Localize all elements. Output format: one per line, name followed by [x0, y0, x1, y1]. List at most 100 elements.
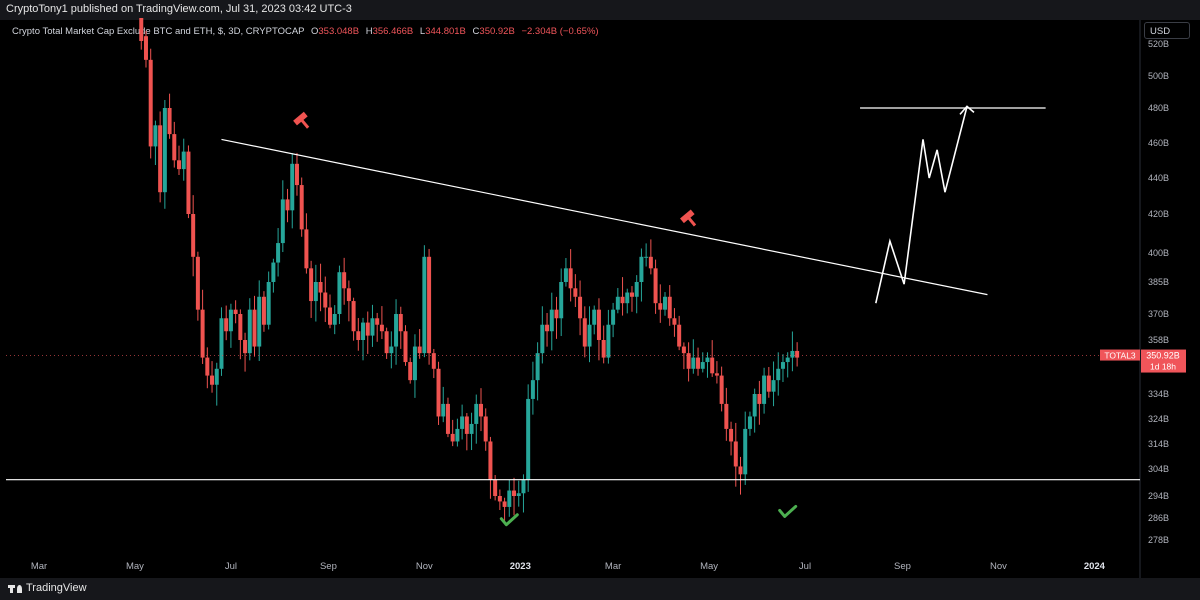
candle-body [582, 318, 587, 347]
candle-body [328, 307, 332, 325]
y-tick-label: 370B [1148, 309, 1169, 319]
candle-body [233, 309, 238, 314]
tradingview-logo-text: TradingView [26, 582, 87, 594]
candle-body [549, 309, 554, 332]
candle-body [177, 160, 182, 170]
candle-body [431, 353, 436, 369]
bottom-bar [0, 578, 1200, 600]
candle-body [167, 108, 172, 135]
candle-body [592, 309, 597, 325]
candle-body [464, 416, 469, 434]
y-tick-label: 460B [1148, 138, 1169, 148]
candle-body [304, 229, 309, 269]
candle-body [238, 314, 243, 340]
candle-body [243, 340, 248, 354]
candle-body [450, 433, 455, 442]
chart-legend: Crypto Total Market Cap Exclude BTC and … [12, 26, 599, 37]
candle-body [478, 403, 483, 417]
candle-body [186, 151, 191, 214]
legend-close-label: C [472, 26, 480, 37]
candle-body [686, 353, 691, 369]
candle-body [785, 357, 790, 363]
y-tick-label: 500B [1148, 71, 1169, 81]
x-tick-label: Jul [225, 561, 237, 572]
candle-body [266, 282, 271, 325]
candle-body [469, 423, 474, 434]
candle-body [346, 288, 351, 302]
candle-body [318, 282, 323, 293]
candle-body [332, 314, 337, 325]
candle-body [672, 318, 677, 325]
candle-body [530, 380, 535, 399]
candle-body [710, 357, 715, 374]
candle-body [578, 296, 583, 319]
candle-body [148, 59, 153, 147]
candle-body [601, 340, 606, 358]
price-chart[interactable]: 520B 500B 480B 460B 440B 420B 400B 385B 370B 358B… [0, 0, 1200, 578]
candle-body [738, 466, 743, 475]
candle-body [210, 375, 215, 385]
candle-body [342, 272, 347, 289]
resistance-trendline [221, 138, 988, 296]
candle-body [700, 362, 705, 369]
candle-body [294, 163, 299, 186]
candle-body [644, 256, 649, 258]
price-tag-countdown: 1d 18h [1150, 362, 1176, 372]
tradingview-logo: TradingView [8, 582, 87, 594]
candle-body [747, 416, 752, 429]
candle-body [724, 403, 729, 429]
tradingview-logo-icon [8, 583, 22, 593]
candle-body [280, 199, 285, 244]
legend-open-label: O [310, 26, 319, 37]
candle-body [365, 322, 370, 336]
currency-button[interactable]: USD [1144, 22, 1190, 39]
candle-body [488, 441, 493, 480]
candle-body [285, 199, 290, 211]
candle-body [323, 292, 328, 308]
candle-body [224, 318, 229, 332]
candle-body [195, 256, 200, 310]
candle-body [191, 214, 196, 257]
candle-body [568, 268, 573, 289]
candle-body [559, 282, 564, 319]
candle-body [795, 350, 800, 358]
candle-body [606, 324, 611, 358]
candle-body [200, 309, 205, 358]
y-tick-label: 420B [1148, 209, 1169, 219]
legend-high-value: 356.466B [372, 26, 414, 37]
x-tick-label: Jul [799, 561, 811, 572]
candle-body [611, 309, 616, 325]
legend-low-value: 344.801B [425, 26, 466, 37]
candle-body [507, 490, 512, 507]
candle-body [172, 134, 177, 161]
hammer-icon [680, 209, 697, 227]
legend-high-label: H [365, 26, 373, 37]
candle-body [563, 268, 568, 282]
candle-body [214, 368, 219, 385]
candle-body [667, 296, 672, 319]
y-tick-label: 278B [1148, 535, 1169, 545]
candle-body [356, 331, 361, 340]
x-tick-label: Sep [320, 561, 337, 572]
candle-body [762, 375, 767, 404]
checkmark-icon [499, 513, 519, 527]
x-tick-label: Mar [31, 561, 47, 572]
candle-body [219, 318, 224, 369]
candle-body [247, 309, 252, 354]
candle-body [714, 373, 719, 376]
hammer-icon [293, 111, 310, 129]
candle-body [540, 324, 545, 354]
candle-body [257, 296, 262, 347]
x-tick-label: May [126, 561, 144, 572]
legend-open-value: 353.048B [318, 26, 360, 37]
x-tick-label: Nov [990, 561, 1007, 572]
candle-body [634, 282, 639, 297]
candle-body [648, 256, 653, 269]
candle-body [596, 309, 601, 340]
symbol-tag-label: TOTAL3 [1104, 351, 1136, 361]
candle-body [158, 125, 163, 193]
candle-body [545, 324, 550, 332]
legend-low-label: L [419, 26, 426, 37]
x-tick-label: 2023 [510, 561, 531, 572]
candle-body [379, 324, 384, 332]
